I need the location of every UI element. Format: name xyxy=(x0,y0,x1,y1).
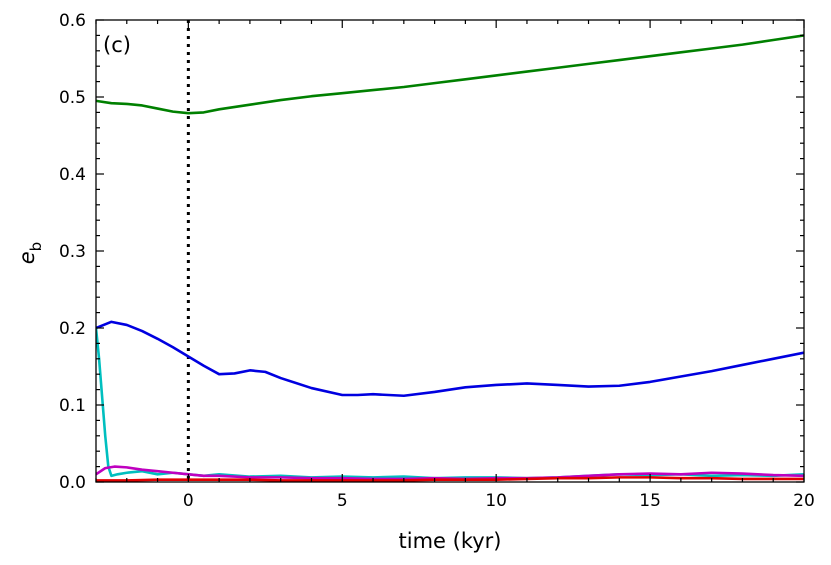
series-line-2 xyxy=(96,320,804,398)
x-tick-label: 0 xyxy=(183,491,194,511)
panel-label: (c) xyxy=(103,33,131,57)
y-axis-label-subscript: b xyxy=(27,242,45,252)
y-tick-label: 0.2 xyxy=(59,319,86,339)
minor-ticks xyxy=(95,20,804,482)
x-tick-label: 20 xyxy=(793,491,815,511)
x-tick-label: 10 xyxy=(485,491,507,511)
series-line-5 xyxy=(96,476,804,482)
plot-frame xyxy=(95,19,805,483)
x-axis-label: time (kyr) xyxy=(399,529,502,553)
y-tick-label: 0.6 xyxy=(59,11,86,31)
y-tick-label: 0.3 xyxy=(59,242,86,262)
svg-text:eb: eb xyxy=(15,242,45,264)
y-axis-label: eb xyxy=(15,242,45,264)
y-tick-label: 0.0 xyxy=(59,473,86,493)
y-tick-label: 0.1 xyxy=(59,396,86,416)
plot-area xyxy=(96,20,804,482)
y-tick-label: 0.4 xyxy=(59,165,86,185)
x-tick-label: 15 xyxy=(639,491,661,511)
y-tick-label: 0.5 xyxy=(59,88,86,108)
y-tick-labels: 0.0 0.1 0.2 0.3 0.4 0.5 0.6 xyxy=(59,11,86,493)
y-axis-label-main: e xyxy=(15,251,39,264)
series-line-1 xyxy=(96,34,804,115)
x-tick-labels: 0 5 10 15 20 xyxy=(183,491,815,511)
x-tick-label: 5 xyxy=(337,491,348,511)
